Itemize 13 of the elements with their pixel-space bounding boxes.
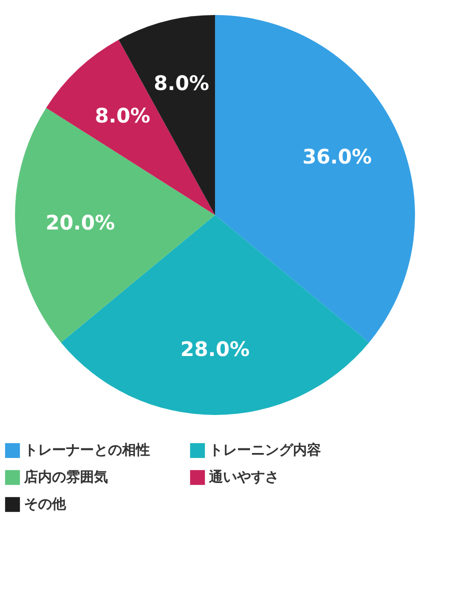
data-label: 20.0% [46, 210, 115, 234]
pie-slice [15, 108, 215, 342]
pie-slice [215, 15, 415, 342]
data-label: 8.0% [94, 104, 150, 128]
legend-label: その他 [24, 496, 67, 512]
legend-label: トレーニング内容 [209, 442, 321, 459]
legend-label: 通いやすさ [208, 468, 279, 486]
pie-slice [46, 40, 215, 215]
legend-label: 店内の雰囲気 [23, 468, 108, 486]
data-label: 28.0% [180, 337, 250, 361]
data-label: 8.0% [154, 71, 210, 96]
legend-label: トレーナーとの相性 [24, 442, 150, 459]
data-label: 36.0% [302, 144, 372, 169]
